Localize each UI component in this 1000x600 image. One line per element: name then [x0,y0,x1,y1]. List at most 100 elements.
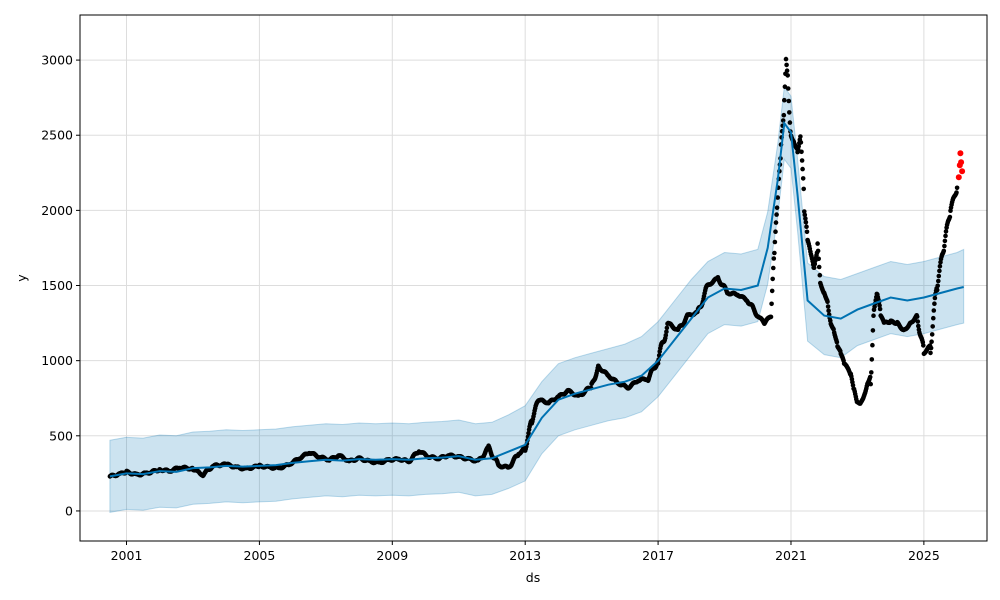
observed-point [784,68,790,73]
observed-point [932,301,937,307]
observed-point [929,332,935,337]
x-axis-label: ds [526,570,540,585]
observed-point [771,256,777,261]
observed-point [798,134,803,139]
observed-point [954,190,959,195]
observed-point [932,295,938,301]
observed-point [772,239,778,245]
recent-point [957,150,964,157]
observed-point [816,256,821,262]
observed-point [783,56,789,62]
y-tick-label: 1500 [41,278,73,293]
observed-point [936,278,941,284]
observed-point [834,339,840,345]
observed-point [786,98,792,104]
observed-point [770,276,775,282]
observed-point [781,112,787,118]
observed-point [942,243,947,249]
observed-point [773,220,779,225]
observed-point [801,186,806,192]
x-tick-label: 2025 [908,548,940,563]
observed-point [816,264,822,270]
observed-point [954,185,960,191]
grid-lines [80,15,987,541]
observed-point [799,158,805,163]
observed-point [785,73,790,78]
observed-point [868,381,873,387]
observed-point [787,110,792,115]
x-tick-label: 2005 [244,548,276,563]
observed-point [929,339,934,345]
observed-point [817,272,823,278]
observed-point [871,313,876,319]
observed-point [775,195,780,200]
observed-point [769,288,775,294]
x-axis-ticks: 2001 2005 2009 2013 2017 2021 2025 [111,541,940,563]
observed-point [769,301,774,307]
observed-point [803,216,808,221]
observed-point [774,205,780,210]
x-tick-label: 2001 [111,548,143,563]
observed-point [826,308,831,314]
observed-point [811,265,817,271]
observed-point [935,283,940,289]
observed-point [928,345,934,351]
recent-point [958,159,965,166]
forecast-line [109,120,964,478]
x-tick-label: 2017 [642,548,674,563]
observed-point [798,140,804,145]
observed-point [934,287,940,293]
observed-point [800,166,805,172]
observed-point [877,306,883,312]
x-tick-label: 2013 [509,548,541,563]
observed-point [943,233,948,239]
observed-point [782,97,787,103]
observed-point [931,308,937,313]
observed-point [916,323,921,329]
observed-point [870,342,875,348]
observed-point [799,149,804,155]
observed-point [800,176,806,181]
observed-point [921,343,926,348]
observed-point [815,248,821,254]
plot-area [80,15,987,541]
observed-point [870,328,876,333]
y-tick-label: 0 [65,503,73,518]
observed-point [825,304,831,309]
observed-point [526,430,531,436]
observed-point [877,303,882,308]
observed-point [943,229,949,234]
x-tick-label: 2009 [376,548,408,563]
observed-point [804,229,810,235]
observed-point [936,273,942,279]
observed-point [937,268,942,274]
recent-point [959,168,966,175]
observed-point [772,250,777,256]
observed-point [947,214,953,220]
observed-point [773,229,778,234]
y-tick-label: 2000 [41,203,73,218]
observed-point [869,370,874,375]
forecast-line-layer [109,120,964,478]
observed-point [915,319,921,324]
observed-point [937,263,943,269]
y-tick-label: 2500 [41,128,73,143]
observed-point [804,224,809,229]
y-axis-ticks: 0 500 1000 1500 2000 2500 3000 [41,53,80,518]
observed-point [914,314,920,319]
observed-point [867,374,873,380]
observed-point [774,212,779,217]
observed-point [663,333,669,338]
observed-point [780,118,786,123]
observed-point [825,299,830,305]
recent-points-layer [955,150,966,181]
y-tick-label: 1000 [41,353,73,368]
y-axis-label: y [14,274,29,282]
observed-point [785,86,791,91]
observed-point [803,220,809,225]
observed-point [787,120,793,125]
observed-point [768,314,774,320]
y-tick-label: 500 [49,428,73,443]
observed-point [771,265,776,271]
